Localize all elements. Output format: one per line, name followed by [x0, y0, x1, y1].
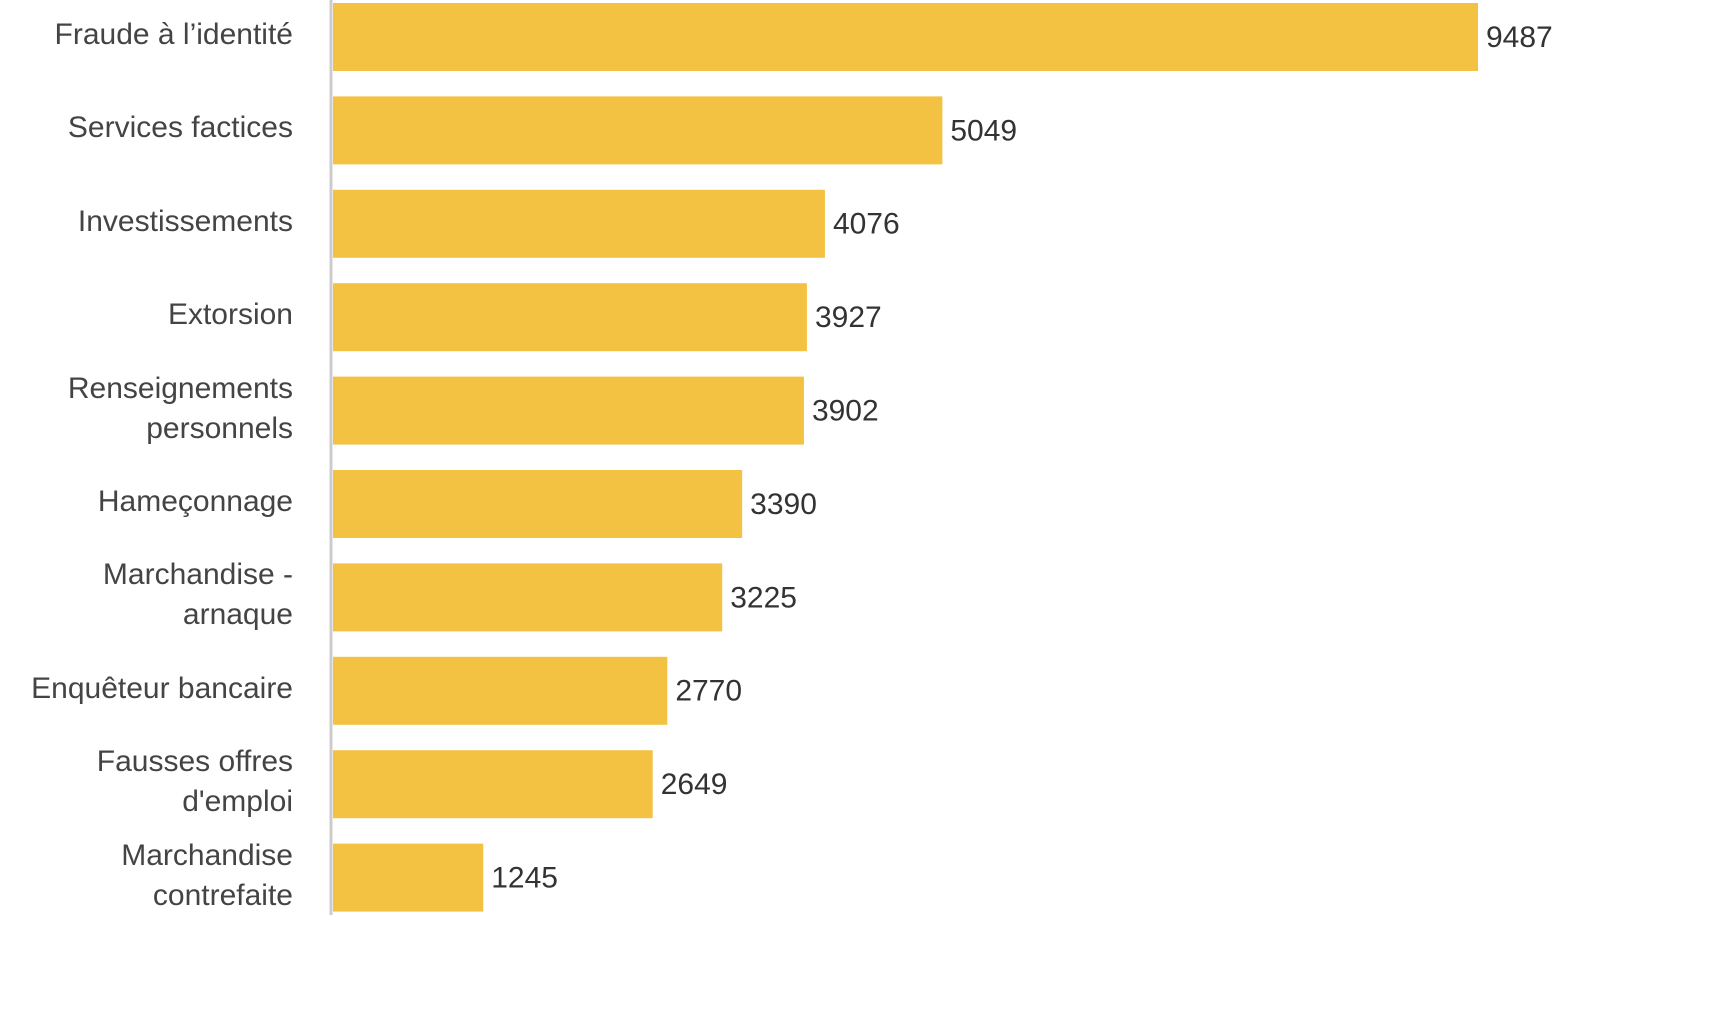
category-label: Investissements: [77, 204, 293, 238]
bar: [333, 563, 723, 632]
category-label: Hameçonnage: [97, 485, 293, 518]
value-label: 2770: [675, 675, 742, 708]
category-label: Renseignements personnels: [67, 371, 293, 445]
value-label: 9487: [1486, 21, 1553, 54]
value-label: 5049: [950, 114, 1017, 147]
bar: [333, 750, 653, 819]
bar: [333, 656, 668, 725]
bar: [333, 283, 807, 352]
bar: [333, 3, 1478, 71]
value-label: 2649: [661, 768, 728, 801]
bar: [333, 843, 484, 912]
value-label: 3902: [812, 395, 879, 428]
bar: [333, 189, 825, 258]
category-label: Services factices: [67, 111, 293, 145]
value-label: 3927: [815, 301, 882, 334]
bar: [333, 96, 943, 165]
category-label: Marchandise contrefaite: [121, 838, 293, 912]
value-label: 4076: [833, 208, 900, 241]
category-label: Extorsion: [167, 298, 293, 332]
bar: [333, 376, 804, 445]
value-label: 1245: [491, 862, 558, 895]
bar: [333, 470, 743, 538]
category-label: Enquêteur bancaire: [31, 671, 293, 705]
category-label: Fraude à l’identité: [54, 18, 293, 51]
category-label: Marchandise - arnaque: [102, 558, 293, 632]
value-label: 3390: [750, 488, 817, 521]
value-label: 3225: [730, 581, 797, 614]
category-label: Fausses offres d'emploi: [96, 745, 293, 819]
